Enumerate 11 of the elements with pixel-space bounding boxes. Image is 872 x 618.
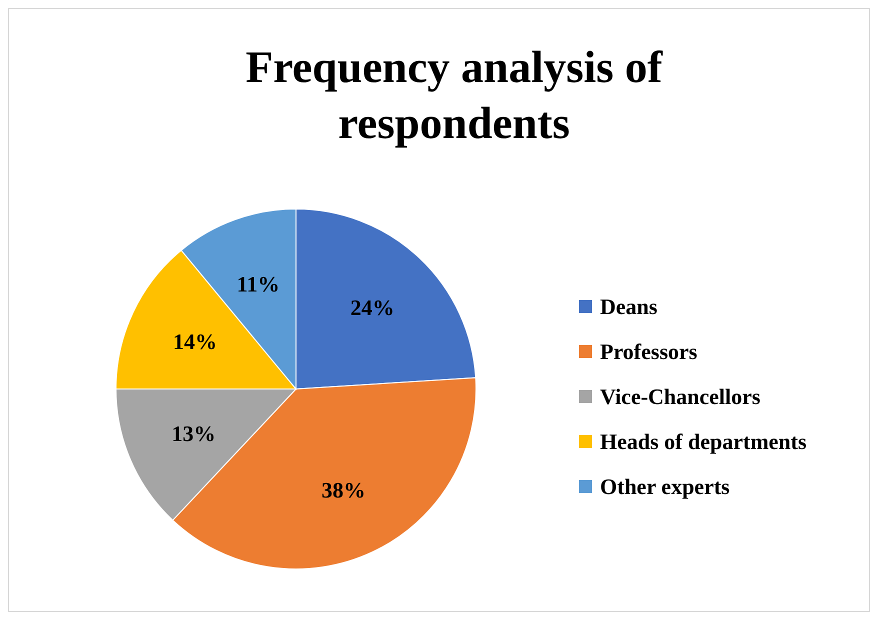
data-label: 13%: [172, 420, 216, 446]
data-label: 24%: [350, 295, 394, 320]
legend-label: Professors: [600, 338, 698, 364]
data-label: 38%: [322, 477, 366, 502]
legend-label: Heads of departments: [600, 428, 807, 454]
chart-title: Frequency analysis of respondents: [244, 41, 664, 150]
legend-label: Deans: [600, 294, 658, 320]
data-label: 14%: [173, 328, 218, 354]
data-label: 11%: [236, 272, 280, 296]
legend-label: Other experts: [600, 474, 730, 500]
legend-label: Vice-Chancellors: [600, 384, 760, 410]
